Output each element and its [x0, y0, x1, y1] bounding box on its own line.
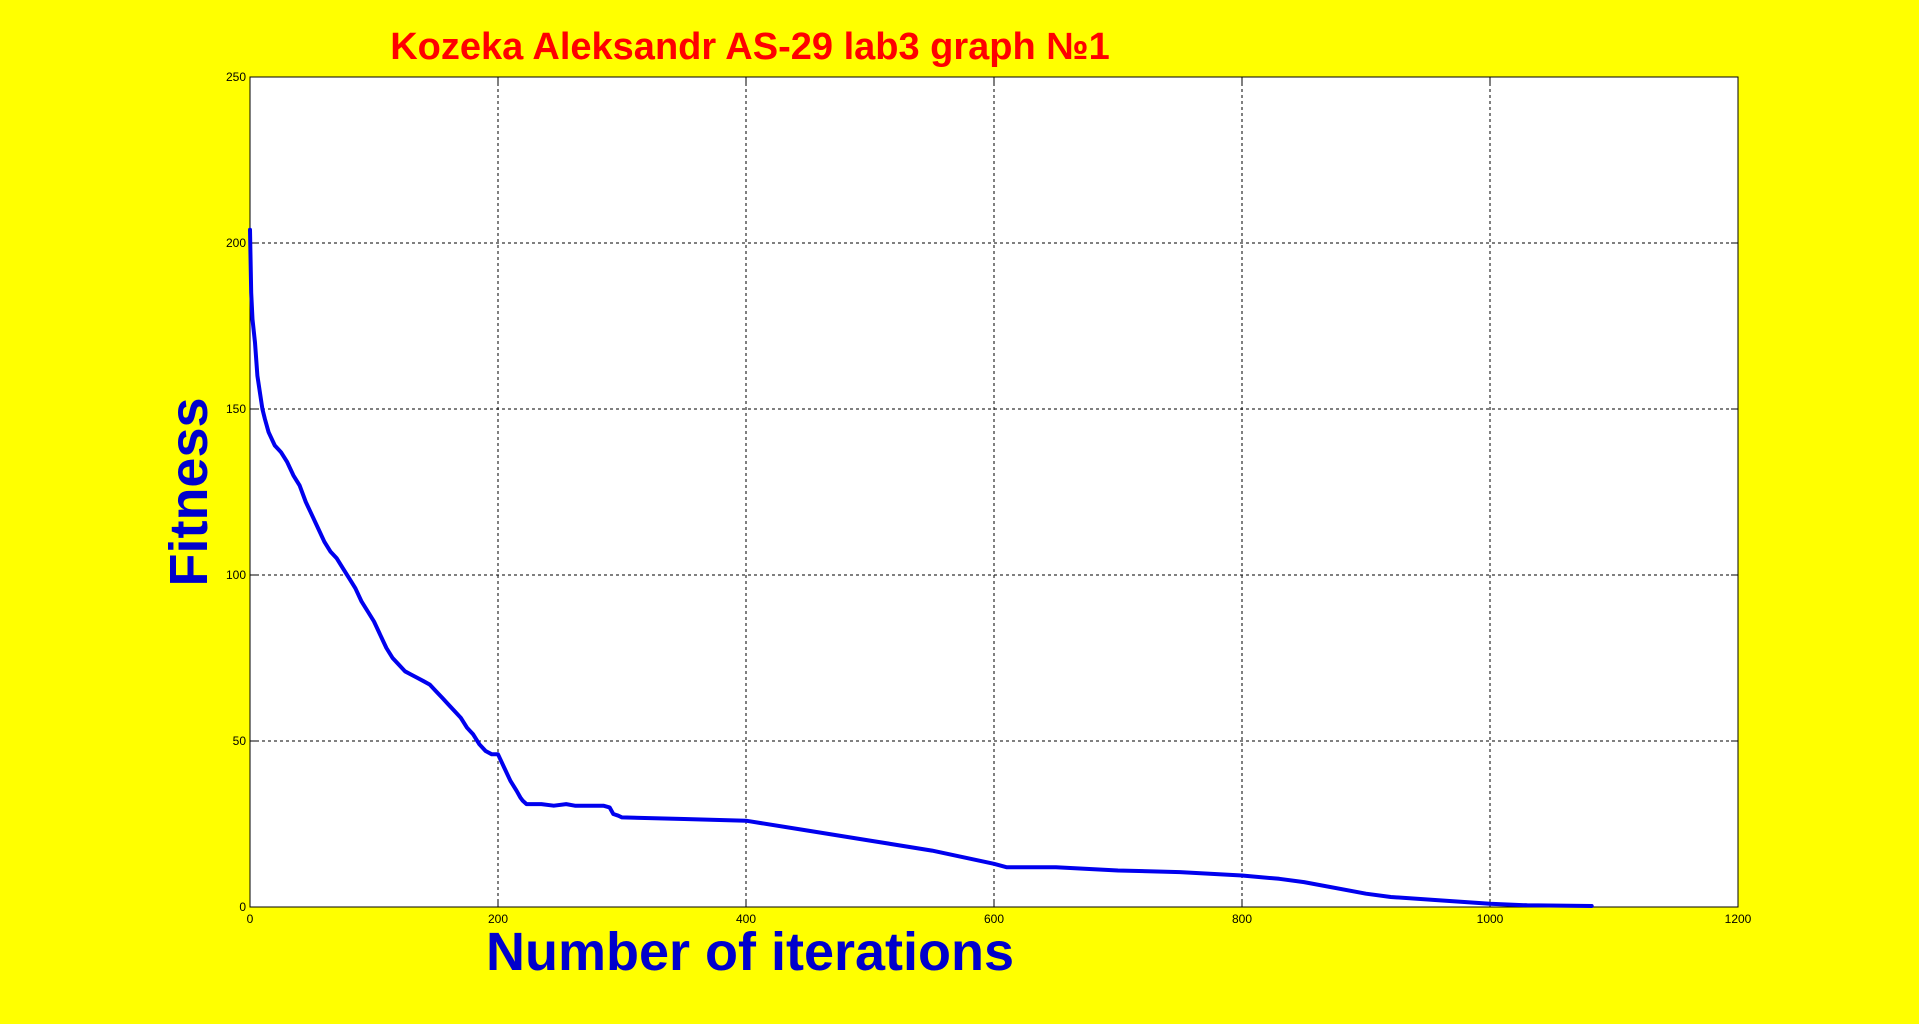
y-tick-label: 0 [239, 900, 246, 914]
series-line-0 [248, 227, 1594, 908]
y-tick-label: 150 [226, 402, 246, 416]
x-tick-label: 0 [247, 912, 254, 926]
x-tick-label: 1200 [1725, 912, 1752, 926]
tick-labels: 0 200 400 600 800 1000 1200 0 50 100 150 200 250 [226, 70, 1752, 926]
chart-title: Kozeka Aleksandr AS-29 lab3 graph №1 [390, 26, 1110, 68]
x-tick-label: 600 [984, 912, 1004, 926]
x-tick-label: 400 [736, 912, 756, 926]
x-tick-label: 1000 [1477, 912, 1504, 926]
x-tick-label: 200 [488, 912, 508, 926]
y-tick-label: 50 [233, 734, 247, 748]
x-tick-label: 800 [1232, 912, 1252, 926]
axis-ticks [249, 76, 1739, 908]
y-axis-label: Fitness [159, 397, 219, 586]
grid-lines [250, 77, 1738, 907]
series-layer [248, 227, 1594, 908]
y-tick-label: 200 [226, 236, 246, 250]
y-tick-label: 250 [226, 70, 246, 84]
x-axis-label: Number of iterations [486, 922, 1014, 982]
y-tick-label: 100 [226, 568, 246, 582]
